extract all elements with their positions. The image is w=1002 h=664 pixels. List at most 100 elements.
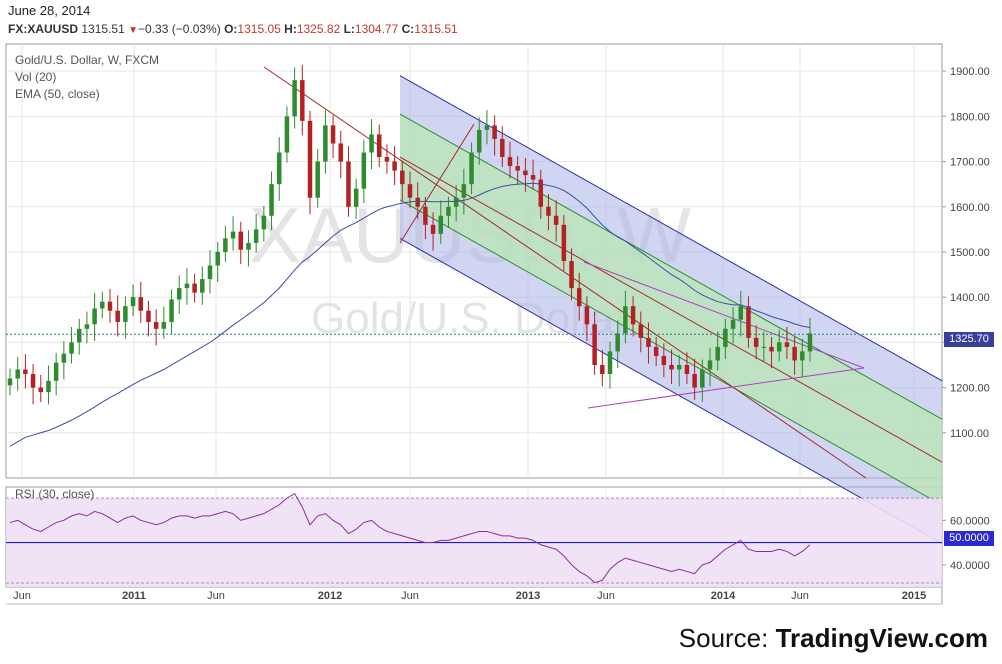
candle-body	[400, 170, 405, 185]
rsi-level-tag: 50.0000	[944, 531, 994, 546]
x-tick-label: Jun	[207, 590, 225, 602]
candle-body	[676, 364, 682, 370]
candle-body	[384, 157, 390, 162]
candle-body	[38, 387, 44, 393]
candle-body	[800, 351, 805, 361]
candle-body	[76, 328, 82, 343]
candle-body	[284, 116, 290, 153]
candle-body	[484, 125, 490, 130]
candle-body	[592, 324, 597, 365]
quote-line: FX:XAUUSD 1315.51 ▼−0.33 (−0.03%) O:1315…	[8, 22, 458, 36]
y-tick-label: 1500.00	[950, 247, 990, 259]
candle-body	[561, 224, 567, 261]
candle-body	[569, 261, 574, 289]
candle-body	[707, 360, 713, 370]
y-tick-label: 1900.00	[950, 66, 990, 78]
candle-body	[430, 224, 436, 234]
candle-body	[169, 299, 174, 323]
candle-body	[492, 125, 497, 139]
candle-body	[784, 342, 790, 347]
candle-body	[84, 324, 90, 329]
y-tick-label: 1400.00	[950, 292, 990, 304]
candle-body	[476, 129, 482, 153]
channel-outer-line	[399, 75, 943, 382]
candle-body	[392, 161, 397, 171]
x-tick-label: 2012	[318, 590, 342, 602]
legend-vol: Vol (20)	[15, 70, 57, 84]
candle-body	[546, 206, 551, 216]
x-tick-label: Jun	[791, 590, 809, 602]
candle-body	[361, 152, 367, 189]
candle-body	[146, 310, 151, 323]
low-value: 1304.77	[354, 22, 399, 36]
x-tick-label: 2013	[516, 590, 540, 602]
candle-body	[623, 306, 628, 334]
source-prefix: Source:	[678, 623, 776, 653]
candle-body	[238, 231, 244, 250]
candle-body	[761, 346, 767, 348]
change: −0.33 (−0.03%)	[138, 22, 221, 36]
x-tick-label: Jun	[401, 590, 419, 602]
candle-body	[346, 161, 351, 207]
candle-body	[230, 231, 236, 239]
candle-body	[292, 80, 297, 117]
candle-body	[746, 306, 751, 338]
candle-body	[553, 215, 559, 225]
candle-body	[69, 342, 74, 354]
candle-body	[323, 125, 328, 162]
high-value: 1325.82	[296, 22, 341, 36]
candle-body	[407, 184, 413, 198]
candle-body	[53, 362, 59, 381]
candle-body	[738, 306, 744, 320]
candle-body	[638, 324, 644, 338]
y-tick-label: 1700.00	[950, 157, 990, 169]
candle-body	[176, 288, 182, 300]
candle-body	[184, 283, 190, 289]
candle-body	[369, 134, 374, 153]
symbol: FX:XAUUSD	[8, 22, 79, 36]
candle-body	[200, 279, 205, 293]
candle-body	[269, 184, 274, 216]
candle-body	[453, 197, 459, 207]
candle-body	[600, 364, 605, 375]
candle-body	[500, 138, 505, 158]
candle-body	[15, 369, 20, 379]
trend-line-up	[399, 123, 475, 244]
candle-body	[30, 374, 36, 388]
candle-body	[630, 306, 636, 325]
candle-body	[192, 283, 197, 293]
candle-body	[669, 364, 674, 370]
candle-body	[23, 369, 28, 375]
x-tick-label: 2015	[902, 590, 926, 602]
candle-body	[653, 346, 659, 356]
candle-body	[246, 242, 251, 250]
candle-body	[423, 206, 428, 225]
candle-body	[130, 297, 136, 307]
candle-body	[438, 215, 444, 234]
candle-body	[376, 134, 382, 158]
channel-outer-line	[399, 237, 943, 544]
candle-body	[446, 206, 451, 216]
source-credit: Source: TradingView.com	[679, 623, 988, 654]
chart-date: June 28, 2014	[8, 3, 91, 18]
candle-body	[700, 369, 705, 388]
candle-body	[415, 197, 420, 207]
candle-body	[153, 322, 159, 329]
candle-body	[615, 333, 620, 352]
candle-body	[530, 175, 536, 180]
candle-body	[523, 170, 528, 176]
candle-body	[61, 353, 67, 363]
candle-body	[276, 152, 282, 185]
rsi-line	[9, 492, 811, 584]
candle-body	[253, 229, 259, 243]
candle-body	[723, 328, 728, 347]
candle-body	[138, 297, 144, 311]
candle-body	[353, 188, 359, 207]
candle-body	[315, 161, 320, 198]
candle-body	[123, 306, 128, 323]
candle-body	[115, 310, 120, 323]
close-value: 1315.51	[414, 22, 458, 36]
y-tick-label: 1800.00	[950, 111, 990, 123]
triangle-upper-line	[583, 261, 865, 369]
